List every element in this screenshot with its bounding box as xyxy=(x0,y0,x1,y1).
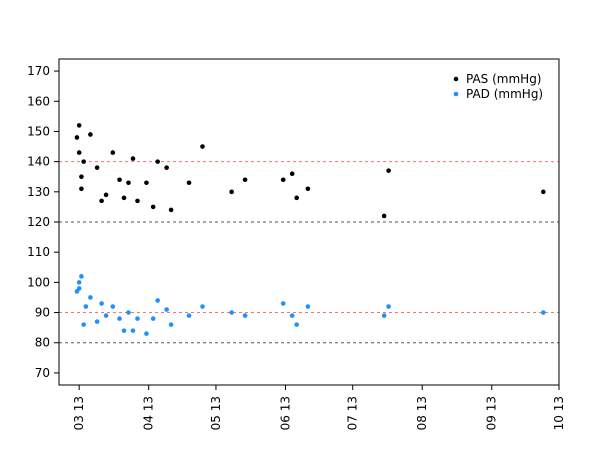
data-point xyxy=(280,177,286,183)
data-point xyxy=(186,313,192,318)
data-point xyxy=(99,301,104,306)
data-point xyxy=(164,165,169,170)
data-point xyxy=(76,280,82,285)
legend-label: PAD (mmHg) xyxy=(466,87,543,101)
data-point xyxy=(155,298,160,303)
data-point xyxy=(164,307,169,312)
data-point xyxy=(381,313,387,318)
y-tick-label: 80 xyxy=(35,336,50,350)
y-tick-label: 150 xyxy=(27,124,50,138)
y-tick-label: 100 xyxy=(27,275,50,289)
y-tick-label: 140 xyxy=(27,155,50,169)
data-point xyxy=(186,180,192,186)
y-tick-label: 170 xyxy=(27,64,50,78)
x-axis: 03 13 04 13 05 13 06 13 07 13 08 13 09 13 10 13 xyxy=(72,385,566,430)
data-point xyxy=(74,135,80,140)
data-point xyxy=(242,177,248,183)
data-point xyxy=(144,180,149,186)
data-point xyxy=(126,180,131,186)
y-tick-label: 90 xyxy=(35,306,50,320)
data-point xyxy=(79,186,84,192)
legend-marker xyxy=(453,91,459,97)
data-point xyxy=(110,304,116,309)
data-point xyxy=(79,274,84,279)
data-point xyxy=(76,123,82,128)
data-point xyxy=(76,150,82,155)
data-point xyxy=(229,189,234,195)
data-point xyxy=(121,328,127,333)
data-point xyxy=(386,304,391,309)
data-point xyxy=(168,322,174,327)
data-point xyxy=(135,198,140,204)
data-point xyxy=(155,159,160,164)
data-point xyxy=(150,204,156,210)
y-tick-label: 110 xyxy=(27,245,50,259)
data-point xyxy=(280,301,286,306)
data-point xyxy=(81,159,86,164)
data-point xyxy=(135,316,140,321)
data-point xyxy=(289,313,295,318)
data-point xyxy=(305,304,311,309)
data-point xyxy=(130,156,136,161)
x-tick-label: 06 13 xyxy=(278,396,292,430)
legend-marker xyxy=(453,76,459,82)
data-point xyxy=(130,328,136,333)
y-tick-label: 160 xyxy=(27,94,50,108)
data-point xyxy=(76,286,82,291)
y-tick-label: 130 xyxy=(27,185,50,199)
data-point xyxy=(200,144,205,149)
data-point xyxy=(117,316,122,321)
x-tick-label: 07 13 xyxy=(346,396,360,430)
x-tick-label: 09 13 xyxy=(485,396,499,430)
data-point xyxy=(229,310,234,315)
data-point xyxy=(79,174,84,180)
y-tick-label: 120 xyxy=(27,215,50,229)
data-point xyxy=(541,189,546,195)
data-point xyxy=(150,316,156,321)
data-points xyxy=(74,123,546,336)
legend-label: PAS (mmHg) xyxy=(466,72,542,86)
data-point xyxy=(94,165,100,170)
x-tick-label: 10 13 xyxy=(552,396,566,430)
data-point xyxy=(381,213,387,219)
data-point xyxy=(88,132,93,137)
data-point xyxy=(81,322,86,327)
data-point xyxy=(242,313,248,318)
data-point xyxy=(289,171,295,177)
data-point xyxy=(83,304,89,309)
data-point xyxy=(168,207,174,213)
data-point xyxy=(103,192,109,198)
data-point xyxy=(144,331,149,336)
legend: PAS (mmHg)PAD (mmHg) xyxy=(453,72,543,101)
data-point xyxy=(94,319,100,324)
data-point xyxy=(305,186,311,192)
x-tick-label: 03 13 xyxy=(72,396,86,430)
data-point xyxy=(103,313,109,318)
data-point xyxy=(126,310,131,315)
data-point xyxy=(200,304,205,309)
series-pad xyxy=(74,274,546,336)
y-axis: 70 80 90 100 110 120 130 140 150 160 170 xyxy=(27,64,59,380)
series-pas xyxy=(74,123,546,219)
data-point xyxy=(117,177,122,183)
data-point xyxy=(121,195,127,201)
reference-lines xyxy=(59,161,559,344)
data-point xyxy=(99,198,104,204)
x-tick-label: 08 13 xyxy=(415,396,429,430)
x-tick-label: 05 13 xyxy=(209,396,223,430)
data-point xyxy=(294,195,299,201)
x-tick-label: 04 13 xyxy=(142,396,156,430)
data-point xyxy=(541,310,546,315)
data-point xyxy=(386,168,391,173)
data-point xyxy=(110,150,116,155)
data-point xyxy=(88,295,93,300)
data-point xyxy=(294,322,299,327)
y-tick-label: 70 xyxy=(35,366,50,380)
